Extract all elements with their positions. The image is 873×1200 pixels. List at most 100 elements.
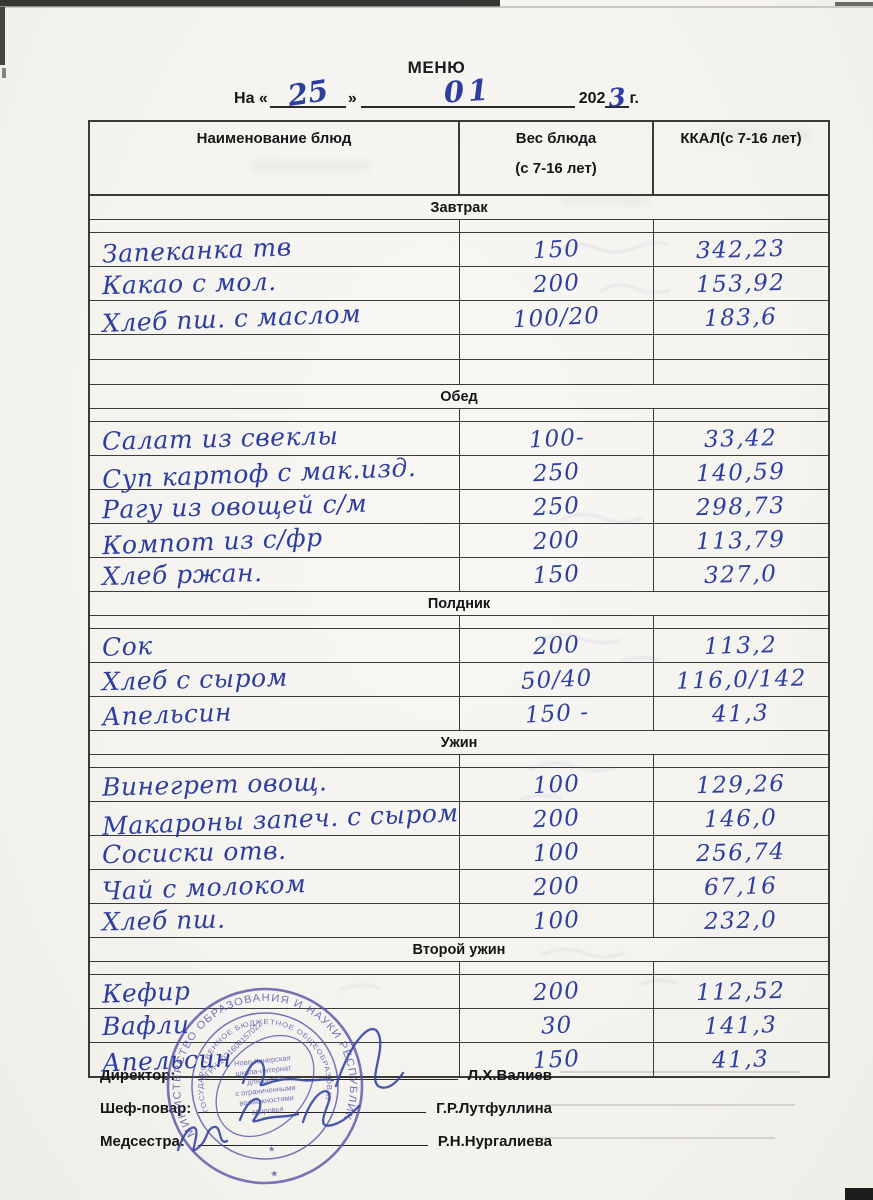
kcal-cell: 327,0 [654,558,828,591]
menu-row: Хлеб с сыром 50/40 116,0/142 [90,663,828,697]
kcal-cell [654,360,828,384]
handwritten-weight: 250 [532,492,581,521]
kcal-cell: 141,3 [654,1009,828,1042]
weight-cell: 200 [460,870,654,903]
signature-line [198,1099,427,1113]
dish-name-cell: Какао с мол. [90,267,460,300]
dish-name-cell: Винегрет овощ. [90,767,460,802]
menu-row: Макароны запеч. с сыром 200 146,0 [90,798,828,841]
date-month-blank: 01 [360,72,575,110]
handwritten-kcal: 146,0 [703,804,778,833]
signature-row-chef: Шеф-повар: Г.Р.Лутфуллина [100,1099,552,1117]
column-header-kcal: ККАЛ(с 7-16 лет) [680,130,802,147]
handwritten-dish-name: Хлеб ржан. [101,558,263,591]
spacer-cell [460,616,654,628]
handwritten-kcal: 298,73 [695,492,787,521]
kcal-cell: 298,73 [654,490,828,523]
weight-cell: 200 [460,267,654,300]
weight-cell: 100 [460,836,654,869]
handwritten-weight: 50/40 [520,664,593,695]
menu-row: Апельсин 150 - 41,3 [90,697,828,731]
kcal-cell: 113,79 [654,524,828,557]
dish-name-cell: Запеканка тв [90,232,460,269]
handwritten-year-digit: 3 [607,82,628,113]
handwritten-kcal: 232,0 [703,906,778,935]
dish-name-cell [90,360,460,384]
handwritten-kcal: 112,52 [695,977,787,1006]
scan-artifact-top-strip [0,0,500,7]
empty-menu-row [90,335,828,360]
handwritten-weight: 200 [532,526,581,555]
handwritten-weight: 100 [532,838,581,867]
kcal-cell: 232,0 [654,904,828,937]
dish-name-cell: Рагу из овощей с/м [90,489,460,524]
spacer-cell [90,962,460,974]
dish-name-cell: Кефир [90,975,460,1009]
handwritten-weight: 100 [532,770,581,799]
handwritten-dish-name: Вафли [101,1009,190,1042]
weight-cell: 200 [460,802,654,835]
handwritten-dish-name: Хлеб пш. [101,904,226,937]
date-prefix: На « [234,90,268,107]
menu-row: Хлеб пш. с маслом 100/20 183,6 [90,299,828,338]
handwritten-dish-name: Суп картоф с мак.изд. [101,452,417,495]
bleed-through-mark [560,196,650,206]
menu-row: Апельсин 150 41,3 [90,1043,828,1078]
dish-name-cell: Салат из свеклы [90,421,460,456]
date-close-quote: » [347,90,357,107]
weight-cell: 150 [460,558,654,591]
menu-row: Чай с молоком 200 67,16 [90,869,828,906]
date-day-blank: 25 [269,73,346,113]
menu-table: Наименование блюд Вес блюда (с 7-16 лет)… [88,120,830,1078]
weight-header-line2: (с 7-16 лет) [515,160,597,177]
menu-row: Кефир 200 112,52 [90,975,828,1009]
kcal-cell: 113,2 [654,629,828,662]
weight-cell: 100 [460,768,654,801]
kcal-cell: 67,16 [654,870,828,903]
weight-cell: 100- [460,422,654,455]
handwritten-weight: 200 [532,804,581,833]
menu-row: Хлеб пш. 100 232,0 [90,904,828,938]
signature-role-label: Шеф-повар: [100,1100,192,1117]
signature-printed-name: Р.Н.Нургалиева [437,1133,552,1150]
handwritten-dish-name: Макароны запеч. с сыром [101,798,460,841]
weight-cell: 200 [460,524,654,557]
weight-cell: 150 [460,1043,654,1076]
table-header-row: Наименование блюд Вес блюда (с 7-16 лет)… [90,122,828,196]
kcal-cell: 146,0 [654,802,828,835]
handwritten-dish-name: Сосиски отв. [101,835,287,870]
menu-row: Винегрет овощ. 100 129,26 [90,767,828,802]
handwritten-dish-name: Апельсин [101,1043,233,1078]
weight-cell: 100 [460,904,654,937]
column-header-weight: Вес блюда (с 7-16 лет) [460,122,654,194]
dish-name-cell: Сок [90,629,460,662]
handwritten-kcal: 41,3 [712,1045,770,1074]
spacer-cell [90,755,460,767]
scan-artifact-left-tick [2,68,6,78]
weight-cell: 30 [460,1009,654,1042]
menu-row: Хлеб ржан. 150 327,0 [90,558,828,592]
handwritten-kcal: 113,2 [703,631,778,660]
bleed-through-mark [250,160,370,172]
handwritten-kcal: 67,16 [703,872,778,901]
handwritten-kcal: 116,0/142 [675,664,807,695]
column-header-dish-name: Наименование блюд [90,122,460,194]
spacer-row [90,962,828,975]
weight-cell: 50/40 [460,663,654,696]
spacer-cell [654,409,828,421]
kcal-cell: 41,3 [654,1043,828,1076]
page-title: МЕНЮ [407,58,466,77]
date-year-blank: 3 [605,80,630,113]
dish-name-cell: Апельсин [90,1043,460,1078]
empty-menu-row [90,360,828,385]
weight-cell [460,360,654,384]
kcal-cell: 256,74 [654,836,828,869]
handwritten-weight: 100 [532,906,581,935]
handwritten-kcal: 129,26 [695,770,787,799]
spacer-row [90,755,828,768]
dish-name-cell: Чай с молоком [90,869,460,906]
handwritten-weight: 200 [532,269,581,298]
scan-artifact-top-line [0,6,873,8]
handwritten-dish-name: Апельсин [101,697,233,732]
